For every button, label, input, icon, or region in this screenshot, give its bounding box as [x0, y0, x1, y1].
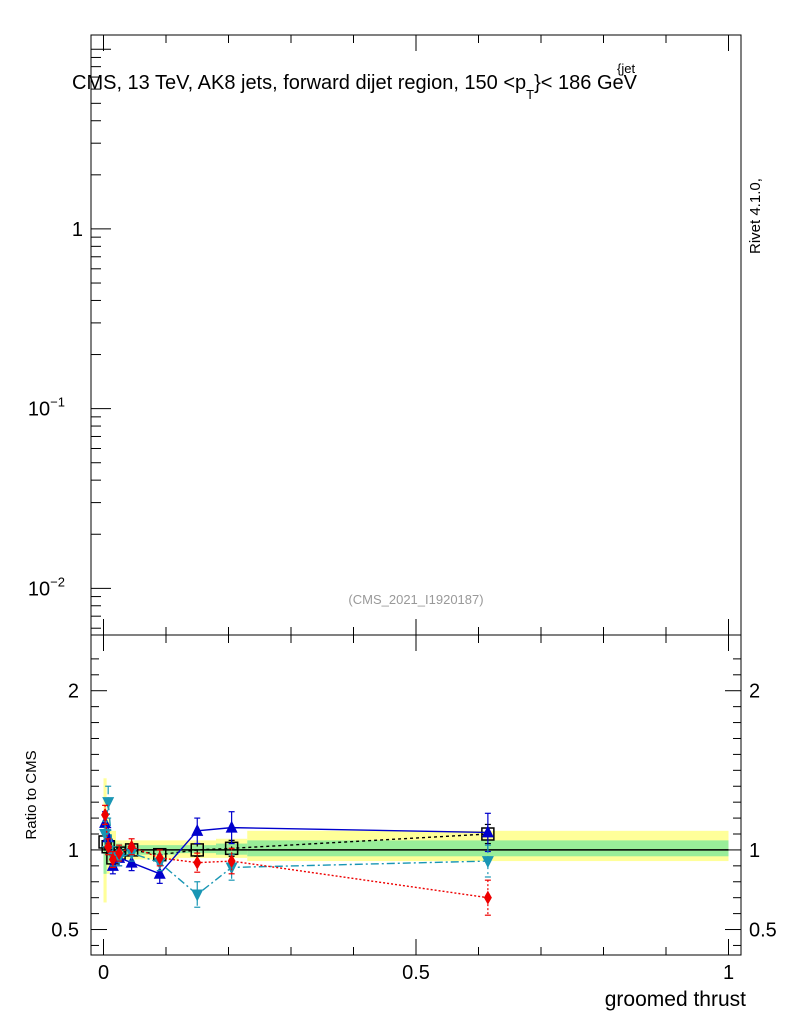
data-point-diamond — [104, 839, 113, 854]
data-point-triangle-down — [99, 829, 112, 842]
ratio-y-tick-label-right: 2 — [749, 681, 760, 703]
main-title-text: CMS, 13 TeV, AK8 jets, forward dijet reg… — [72, 72, 526, 94]
data-point-diamond — [227, 854, 236, 869]
ratio-plot-frame — [90, 634, 742, 956]
data-point-triangle-up — [481, 825, 494, 838]
ratio-axes: 0.5 0.5 1 1 2 2 0 0.5 1 — [51, 635, 777, 984]
ratio-series-triangle-down — [99, 785, 494, 908]
data-point-diamond — [101, 807, 110, 822]
data-point-diamond — [193, 855, 202, 870]
x-tick-label: 0.5 — [402, 962, 430, 984]
series-line — [104, 802, 488, 896]
data-point-triangle-up — [225, 820, 238, 833]
main-y-tick-label: 10−2 — [28, 574, 65, 600]
main-y-tick-label: 1 — [72, 219, 83, 241]
main-y-tick-exp: −2 — [50, 574, 65, 589]
data-point-diamond — [483, 890, 492, 905]
data-point-diamond — [127, 839, 136, 854]
data-point-diamond — [155, 850, 164, 865]
ratio-y-tick-label: 2 — [68, 681, 79, 703]
rivet-version-label: Rivet 4.1.0, — [747, 178, 764, 254]
x-tick-label: 0 — [98, 962, 109, 984]
uncertainty-band-inner — [178, 845, 216, 854]
main-y-tick-label: 10−1 — [28, 395, 65, 421]
x-axis-label: groomed thrust — [605, 988, 746, 1011]
ratio-y-tick-label: 1 — [68, 840, 79, 862]
main-y-tick-exp: −1 — [50, 395, 65, 410]
main-plot-frame — [90, 34, 742, 636]
ratio-y-tick-label-right: 0.5 — [749, 920, 777, 942]
x-tick-label: 1 — [723, 962, 734, 984]
main-title-sup: {jet — [617, 61, 635, 76]
main-title: CMS, 13 TeV, AK8 jets, forward dijet reg… — [72, 72, 638, 102]
ratio-y-tick-label: 0.5 — [51, 920, 79, 942]
ratio-y-tick-label-right: 1 — [749, 840, 760, 862]
data-point-triangle-down — [481, 856, 494, 869]
main-title-end: }< 186 GeV — [534, 72, 638, 94]
data-point-triangle-down — [102, 797, 115, 810]
main-y-tick-base: 10 — [28, 399, 50, 421]
ratio-ylabel: Ratio to CMS — [23, 750, 40, 839]
main-y-tick-base: 10 — [28, 578, 50, 600]
data-point-triangle-down — [191, 889, 204, 902]
main-title-sub: T — [526, 87, 534, 102]
data-point-triangle-up — [153, 866, 166, 879]
data-point-triangle-up — [191, 823, 204, 836]
data-point-diamond — [115, 846, 124, 861]
ratio-series-diamond — [101, 804, 492, 916]
main-axes: 110−110−2 — [28, 35, 729, 635]
data-point-diamond — [108, 852, 117, 867]
analysis-watermark: (CMS_2021_I1920187) — [348, 592, 483, 607]
